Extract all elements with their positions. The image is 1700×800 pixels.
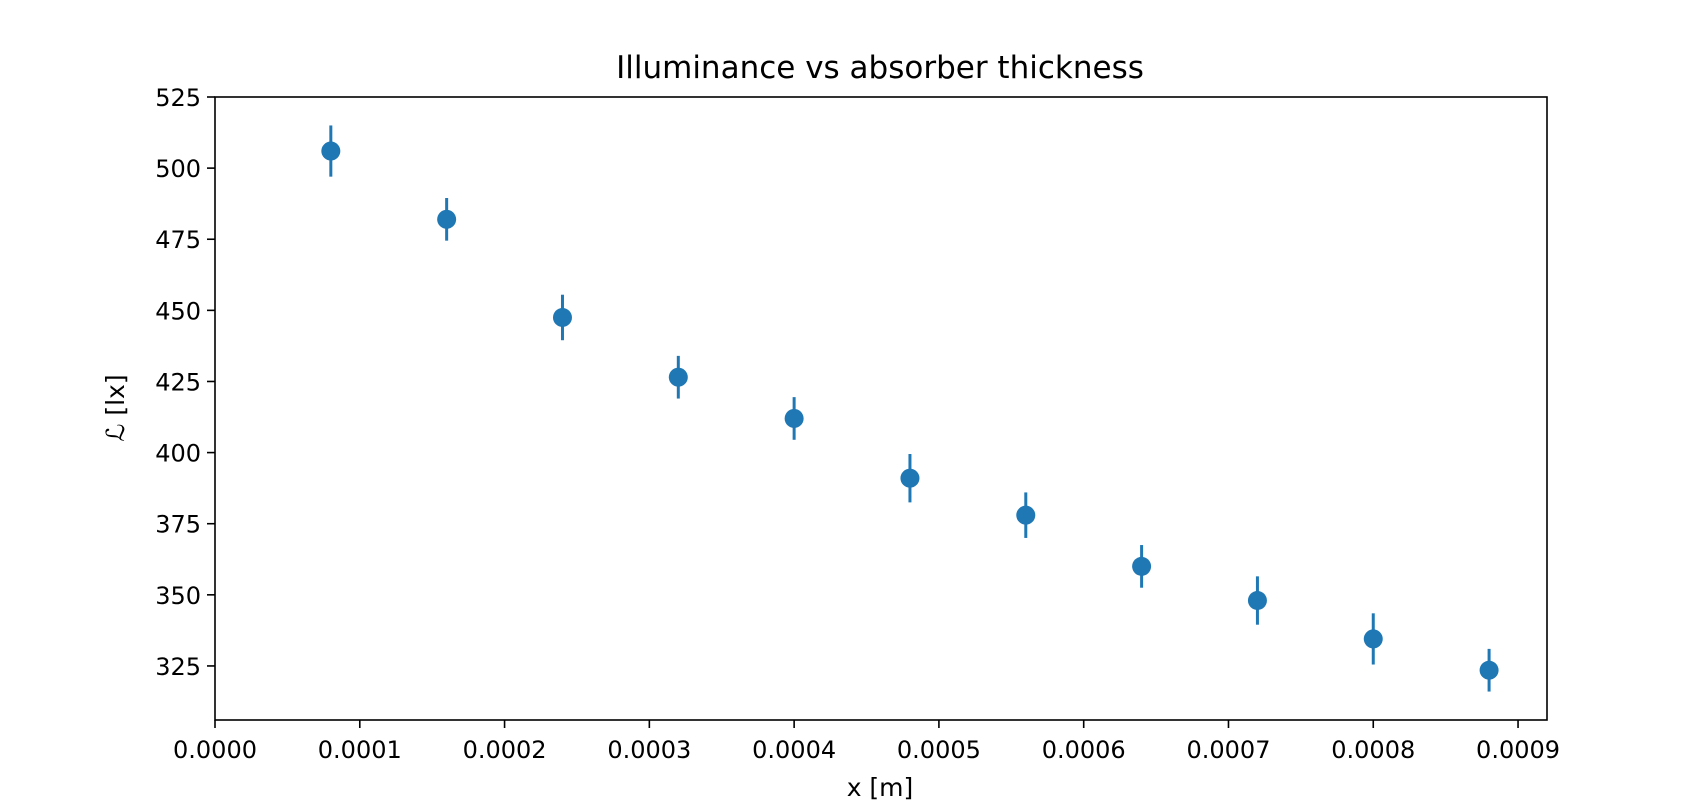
data-point <box>1016 505 1036 525</box>
plot-frame <box>214 96 1548 721</box>
y-tick-label: 475 <box>155 226 201 254</box>
data-point <box>1132 556 1152 576</box>
x-tick-label: 0.0009 <box>1476 736 1560 764</box>
y-axis-ticks: 325 350 375 400 425 450 475 500 525 <box>155 84 215 681</box>
x-tick-label: 0.0001 <box>318 736 402 764</box>
data-point <box>900 468 920 488</box>
y-axis-label: ℒ [lx] <box>101 374 130 441</box>
data-point <box>552 307 572 327</box>
y-tick-label: 450 <box>155 297 201 325</box>
data-point <box>437 209 457 229</box>
y-tick-label: 500 <box>155 155 201 183</box>
y-tick-label: 400 <box>155 440 201 468</box>
x-tick-label: 0.0002 <box>463 736 547 764</box>
y-tick-label: 425 <box>155 368 201 396</box>
x-tick-label: 0.0003 <box>607 736 691 764</box>
x-tick-label: 0.0000 <box>173 736 257 764</box>
chart-title: Illuminance vs absorber thickness <box>616 50 1144 86</box>
data-point <box>1363 629 1383 649</box>
x-axis-label: x [m] <box>847 773 914 800</box>
data-point <box>321 141 341 161</box>
data-point <box>668 367 688 387</box>
x-tick-label: 0.0005 <box>897 736 981 764</box>
plot-area <box>321 125 1499 692</box>
y-tick-label: 350 <box>155 582 201 610</box>
x-tick-label: 0.0008 <box>1331 736 1415 764</box>
data-point <box>784 408 804 428</box>
y-tick-label: 525 <box>155 84 201 112</box>
y-tick-label: 375 <box>155 511 201 539</box>
y-tick-label: 325 <box>155 653 201 681</box>
x-tick-label: 0.0006 <box>1042 736 1126 764</box>
x-tick-label: 0.0007 <box>1186 736 1270 764</box>
data-point <box>1247 591 1267 611</box>
x-tick-label: 0.0004 <box>752 736 836 764</box>
data-point <box>1479 660 1499 680</box>
x-axis-ticks: 0.0000 0.0001 0.0002 0.0003 0.0004 0.0005 0.00… <box>173 720 1560 764</box>
